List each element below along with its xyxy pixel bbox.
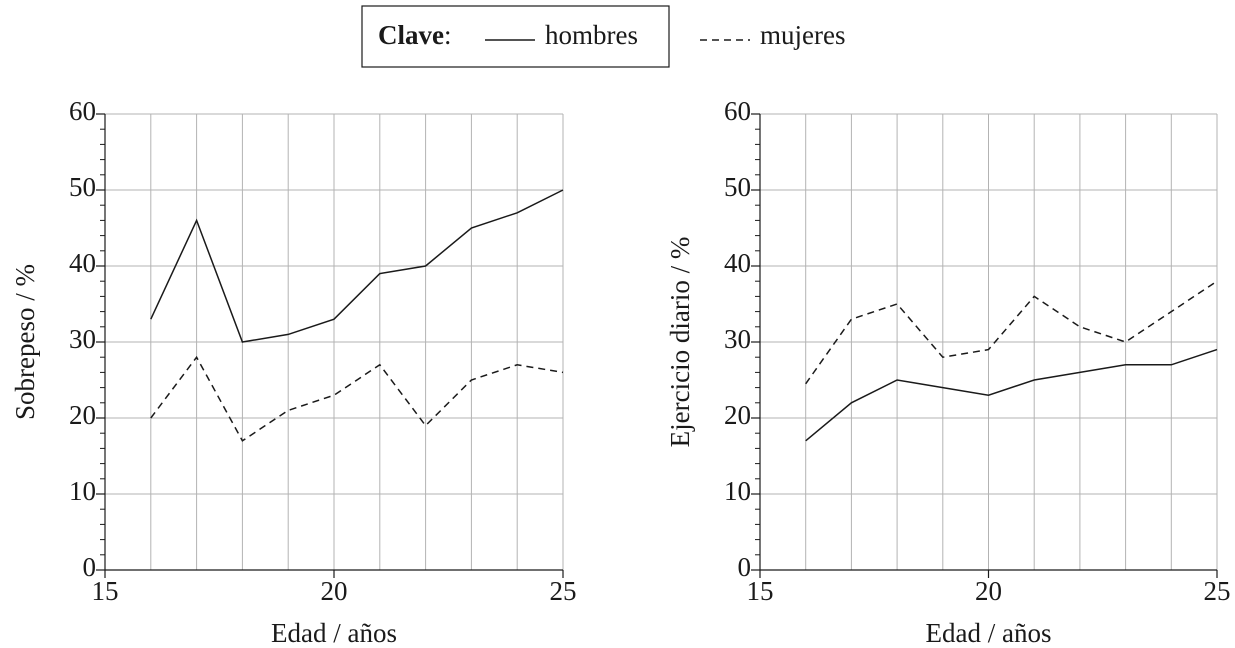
y-tick-label: 10 <box>69 476 96 506</box>
x-tick-label: 25 <box>1204 576 1231 606</box>
legend-separator: : <box>444 20 452 50</box>
y-tick-label: 0 <box>83 552 97 582</box>
y-axis-label: Sobrepeso / % <box>10 264 40 420</box>
series-line <box>805 348 1218 442</box>
y-tick-label: 50 <box>69 172 96 202</box>
x-tick-label: 25 <box>550 576 577 606</box>
legend-box <box>361 5 670 68</box>
series-line <box>150 189 564 343</box>
y-tick-label: 60 <box>69 96 96 126</box>
y-tick-label: 20 <box>69 400 96 430</box>
y-tick-label: 40 <box>724 248 751 278</box>
y-tick-label: 30 <box>69 324 96 354</box>
x-axis-label: Edad / años <box>271 618 397 648</box>
y-axis-label: Ejercicio diario / % <box>665 237 695 448</box>
y-tick-label: 60 <box>724 96 751 126</box>
y-tick-label: 20 <box>724 400 751 430</box>
x-tick-label: 15 <box>747 576 774 606</box>
x-tick-label: 15 <box>92 576 119 606</box>
series-line <box>150 355 564 442</box>
legend-label: mujeres <box>760 20 845 50</box>
legend-title-text: Clave <box>378 20 444 50</box>
x-tick-label: 20 <box>321 576 348 606</box>
y-tick-label: 40 <box>69 248 96 278</box>
y-tick-label: 10 <box>724 476 751 506</box>
y-tick-label: 30 <box>724 324 751 354</box>
series-line <box>805 280 1218 385</box>
y-tick-label: 50 <box>724 172 751 202</box>
legend-label: hombres <box>545 20 638 50</box>
y-tick-label: 0 <box>738 552 752 582</box>
legend-title: Clave: <box>378 20 452 50</box>
x-axis-label: Edad / años <box>926 618 1052 648</box>
x-tick-label: 20 <box>975 576 1002 606</box>
